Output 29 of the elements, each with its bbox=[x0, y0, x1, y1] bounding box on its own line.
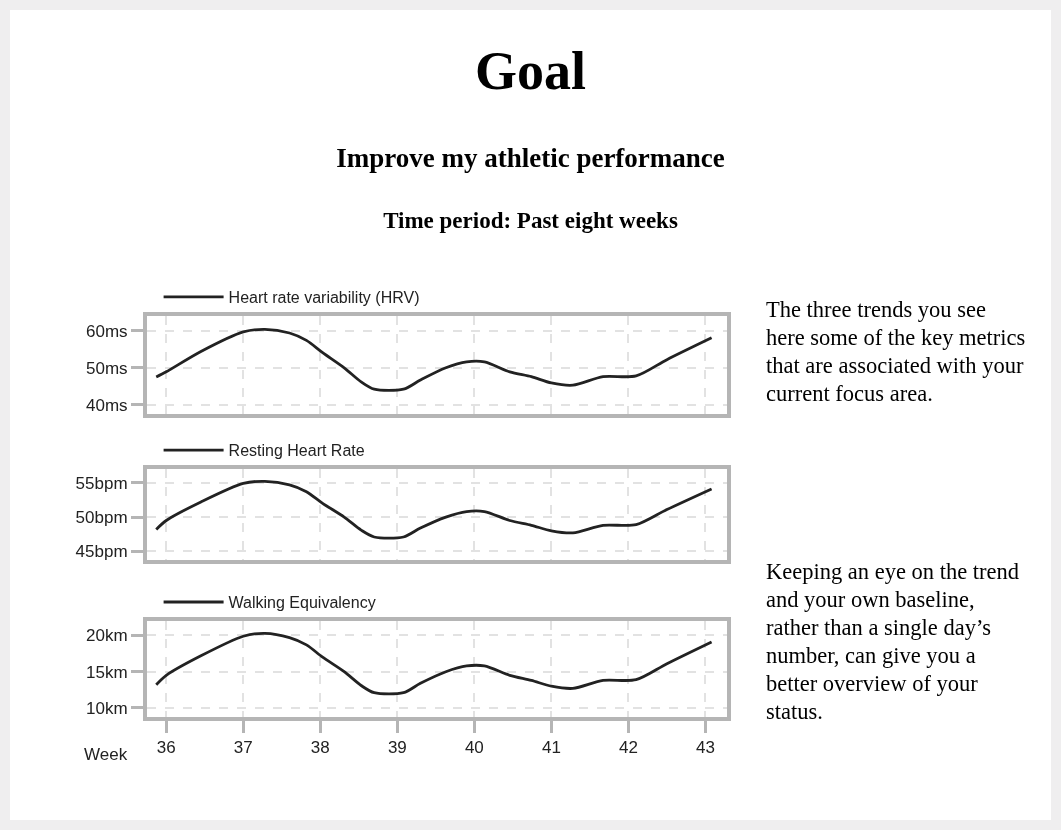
legend-label: Resting Heart Rate bbox=[228, 442, 365, 460]
y-tick-label: 60ms bbox=[86, 321, 128, 341]
legend-label: Heart rate variability (HRV) bbox=[228, 289, 420, 307]
x-tick-label: 41 bbox=[541, 738, 561, 758]
y-tick-label: 20km bbox=[86, 626, 128, 646]
legend-label: Walking Equivalency bbox=[228, 594, 376, 612]
text: Keeping an eye on the trend and your own baseline, rather than a single day’s number, can give you a better overview of your status. bbox=[766, 558, 1021, 726]
y-tick-label: 40ms bbox=[86, 395, 128, 415]
y-tick-label: 45bpm bbox=[75, 542, 128, 562]
text: Time period: Past eight weeks bbox=[382, 208, 679, 234]
x-tick-label: 36 bbox=[156, 738, 176, 758]
line-series bbox=[154, 479, 713, 540]
x-tick-label: 43 bbox=[695, 738, 715, 758]
y-tick-label: 10km bbox=[86, 698, 128, 718]
x-tick-label: 40 bbox=[464, 738, 484, 758]
line-series bbox=[154, 327, 713, 392]
y-tick-label: 50bpm bbox=[75, 508, 128, 528]
x-tick-label: 39 bbox=[387, 738, 407, 758]
y-tick-label: 55bpm bbox=[75, 473, 128, 493]
text: Improve my athletic performance bbox=[335, 143, 726, 174]
y-tick-label: 15km bbox=[86, 662, 128, 682]
x-axis-title: Week bbox=[84, 745, 128, 764]
y-tick-label: 50ms bbox=[86, 358, 128, 378]
x-tick-label: 37 bbox=[233, 738, 253, 758]
line-series bbox=[154, 631, 713, 696]
x-tick-label: 42 bbox=[618, 738, 638, 758]
x-tick-label: 38 bbox=[310, 738, 330, 758]
text: Goal bbox=[474, 40, 587, 102]
text: The three trends you see here some of the key metrics that are associated with your current focus area. bbox=[766, 296, 1026, 408]
